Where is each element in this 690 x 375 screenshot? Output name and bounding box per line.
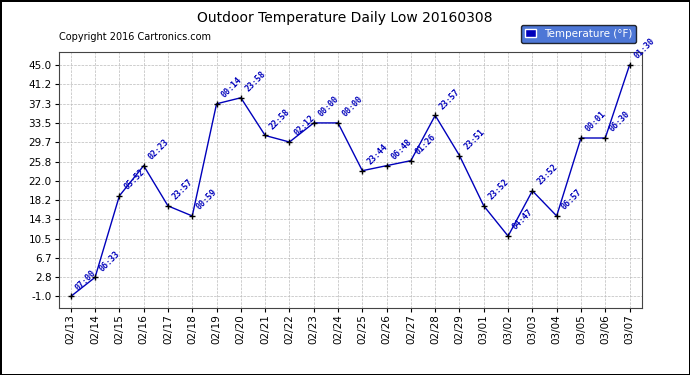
Text: 06:48: 06:48 — [389, 138, 413, 162]
Text: 06:30: 06:30 — [608, 110, 632, 134]
Text: 04:47: 04:47 — [511, 208, 535, 232]
Text: 07:00: 07:00 — [74, 268, 97, 292]
Text: 23:44: 23:44 — [365, 142, 389, 166]
Text: 05:52: 05:52 — [122, 168, 146, 192]
Text: Copyright 2016 Cartronics.com: Copyright 2016 Cartronics.com — [59, 32, 210, 42]
Text: 00:14: 00:14 — [219, 76, 244, 100]
Text: Outdoor Temperature Daily Low 20160308: Outdoor Temperature Daily Low 20160308 — [197, 11, 493, 25]
Text: 23:57: 23:57 — [438, 87, 462, 111]
Text: 00:59: 00:59 — [195, 188, 219, 212]
Text: 23:57: 23:57 — [170, 178, 195, 202]
Text: 23:52: 23:52 — [535, 163, 559, 187]
Text: 02:23: 02:23 — [146, 138, 170, 162]
Text: 01:26: 01:26 — [414, 132, 437, 156]
Text: 22:58: 22:58 — [268, 107, 292, 131]
Text: 06:57: 06:57 — [560, 188, 584, 212]
Text: 23:51: 23:51 — [462, 128, 486, 152]
Text: 01:30: 01:30 — [632, 37, 656, 61]
Text: 00:01: 00:01 — [584, 110, 608, 134]
Legend: Temperature (°F): Temperature (°F) — [521, 24, 636, 43]
Text: 00:00: 00:00 — [317, 95, 341, 119]
Text: 06:33: 06:33 — [98, 249, 122, 273]
Text: 02:12: 02:12 — [293, 114, 316, 138]
Text: 23:52: 23:52 — [486, 178, 511, 202]
Text: 23:58: 23:58 — [244, 69, 268, 94]
Text: 00:00: 00:00 — [341, 95, 365, 119]
